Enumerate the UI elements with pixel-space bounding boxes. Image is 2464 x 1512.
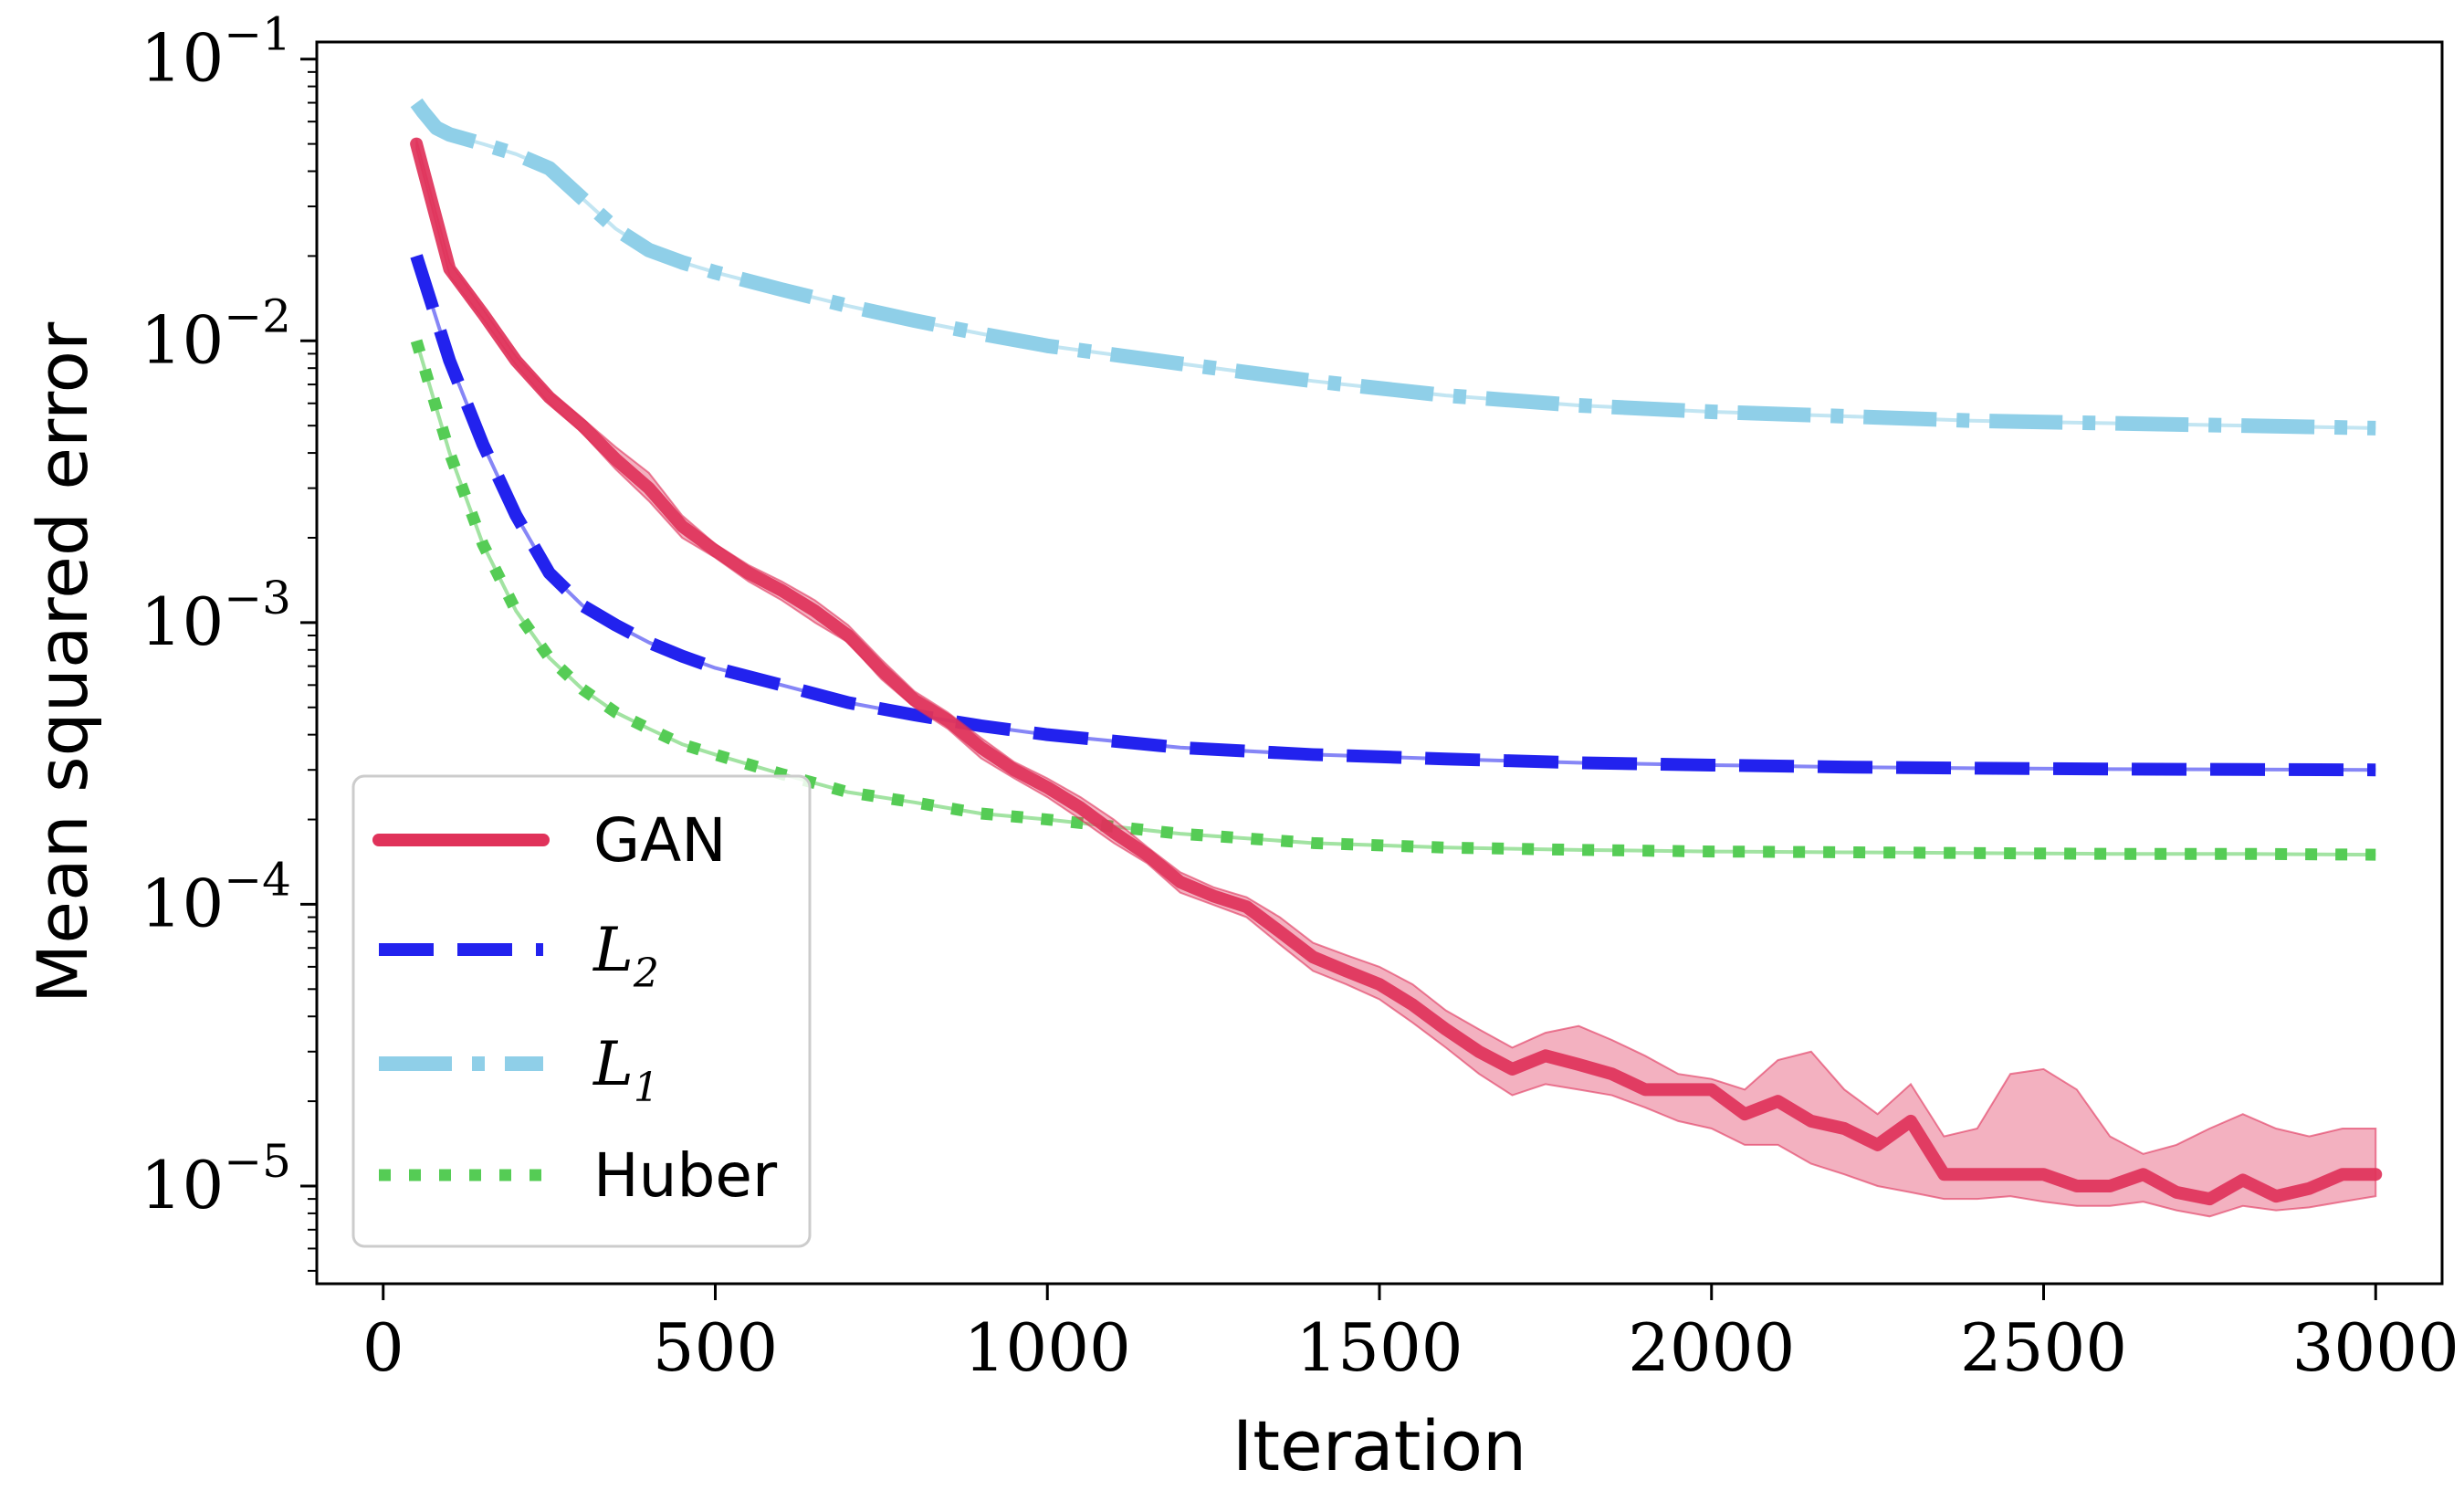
- x-axis-label: Iteration: [1232, 1405, 1526, 1486]
- y-tick-label--5: 10−5: [141, 1135, 291, 1223]
- y-tick-exponent: −3: [224, 572, 291, 625]
- legend-l2-subscript: 2: [633, 950, 659, 997]
- y-minor-ticks: [308, 70, 317, 1272]
- x-tick-label-2500: 2500: [1960, 1309, 2127, 1386]
- y-tick-exponent: −1: [224, 8, 291, 61]
- y-tick-label--2: 10−2: [141, 289, 291, 378]
- y-tick-exponent: −4: [224, 853, 291, 906]
- line-l1: [410, 98, 2376, 436]
- y-tick-exponent: −5: [224, 1135, 291, 1188]
- y-tick-base: 10: [141, 583, 225, 660]
- line-gan: [410, 137, 2383, 1206]
- y-tick-exponent: −2: [224, 289, 291, 342]
- legend-label-gan: GAN: [593, 805, 727, 876]
- y-axis-label: Mean squared error: [22, 321, 103, 1003]
- x-tick-label-500: 500: [653, 1309, 778, 1386]
- y-tick-base: 10: [141, 865, 225, 941]
- series-l1: [410, 98, 2376, 436]
- y-tick-base: 10: [141, 20, 225, 97]
- y-tick-label--4: 10−4: [141, 853, 291, 941]
- x-axis-ticks: 0 500 1000 1500 2000 2500 3000: [362, 1284, 2459, 1386]
- y-tick-label--1: 10−1: [141, 8, 291, 97]
- trace-huber: [414, 340, 2376, 857]
- series-huber: [410, 339, 2376, 861]
- legend-l1-subscript: 1: [634, 1065, 659, 1111]
- legend: GAN L2 L1 Huber: [351, 774, 812, 1248]
- series-layer: [410, 98, 2383, 1218]
- x-tick-label-1500: 1500: [1295, 1309, 1463, 1386]
- x-tick-label-0: 0: [362, 1309, 404, 1386]
- legend-l1-letter: L: [592, 1029, 634, 1099]
- series-l2: [410, 254, 2376, 777]
- y-tick-base: 10: [141, 1147, 225, 1223]
- y-axis-ticks: 10−110−210−310−410−5: [141, 8, 317, 1223]
- plot-frame: [315, 40, 2444, 1286]
- line-l2: [410, 254, 2376, 777]
- x-tick-label-3000: 3000: [2292, 1309, 2459, 1386]
- legend-label-l1: L1: [592, 1029, 659, 1111]
- y-tick-base: 10: [141, 301, 225, 378]
- y-tick-label--3: 10−3: [141, 572, 291, 660]
- x-tick-label-1000: 1000: [964, 1309, 1131, 1386]
- legend-box: [351, 774, 812, 1248]
- legend-l2-letter: L: [592, 915, 634, 985]
- legend-label-huber: Huber: [593, 1140, 778, 1211]
- x-tick-label-2000: 2000: [1628, 1309, 1795, 1386]
- series-gan: [410, 137, 2383, 1218]
- legend-label-l2: L2: [592, 915, 659, 997]
